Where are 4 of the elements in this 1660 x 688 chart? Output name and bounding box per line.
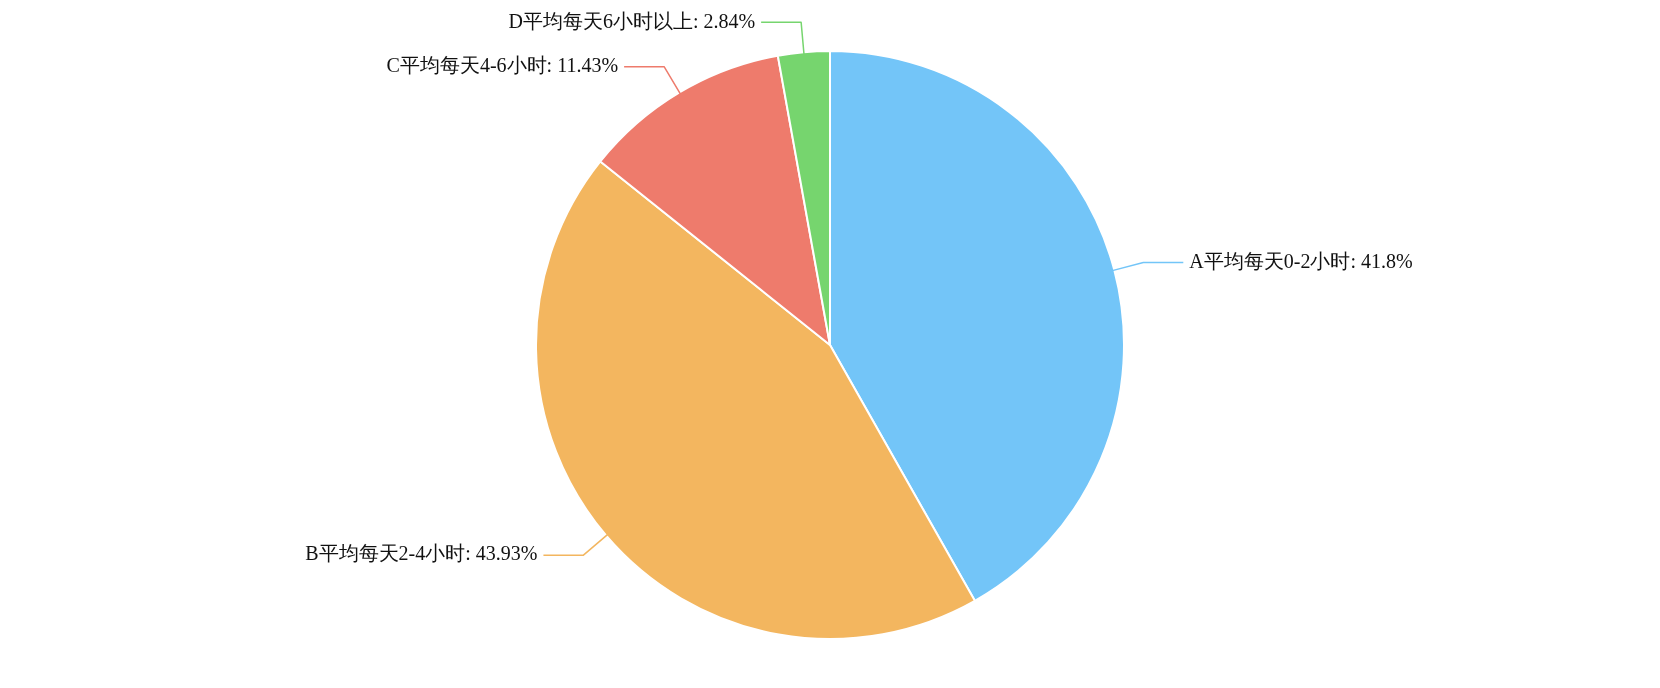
- slice-label: C平均每天4-6小时: 11.43%: [386, 53, 619, 76]
- slice-label: A平均每天0-2小时: 41.8%: [1189, 249, 1413, 272]
- slice-label: D平均每天6小时以上: 2.84%: [508, 9, 756, 32]
- slice-label: B平均每天2-4小时: 43.93%: [305, 542, 538, 565]
